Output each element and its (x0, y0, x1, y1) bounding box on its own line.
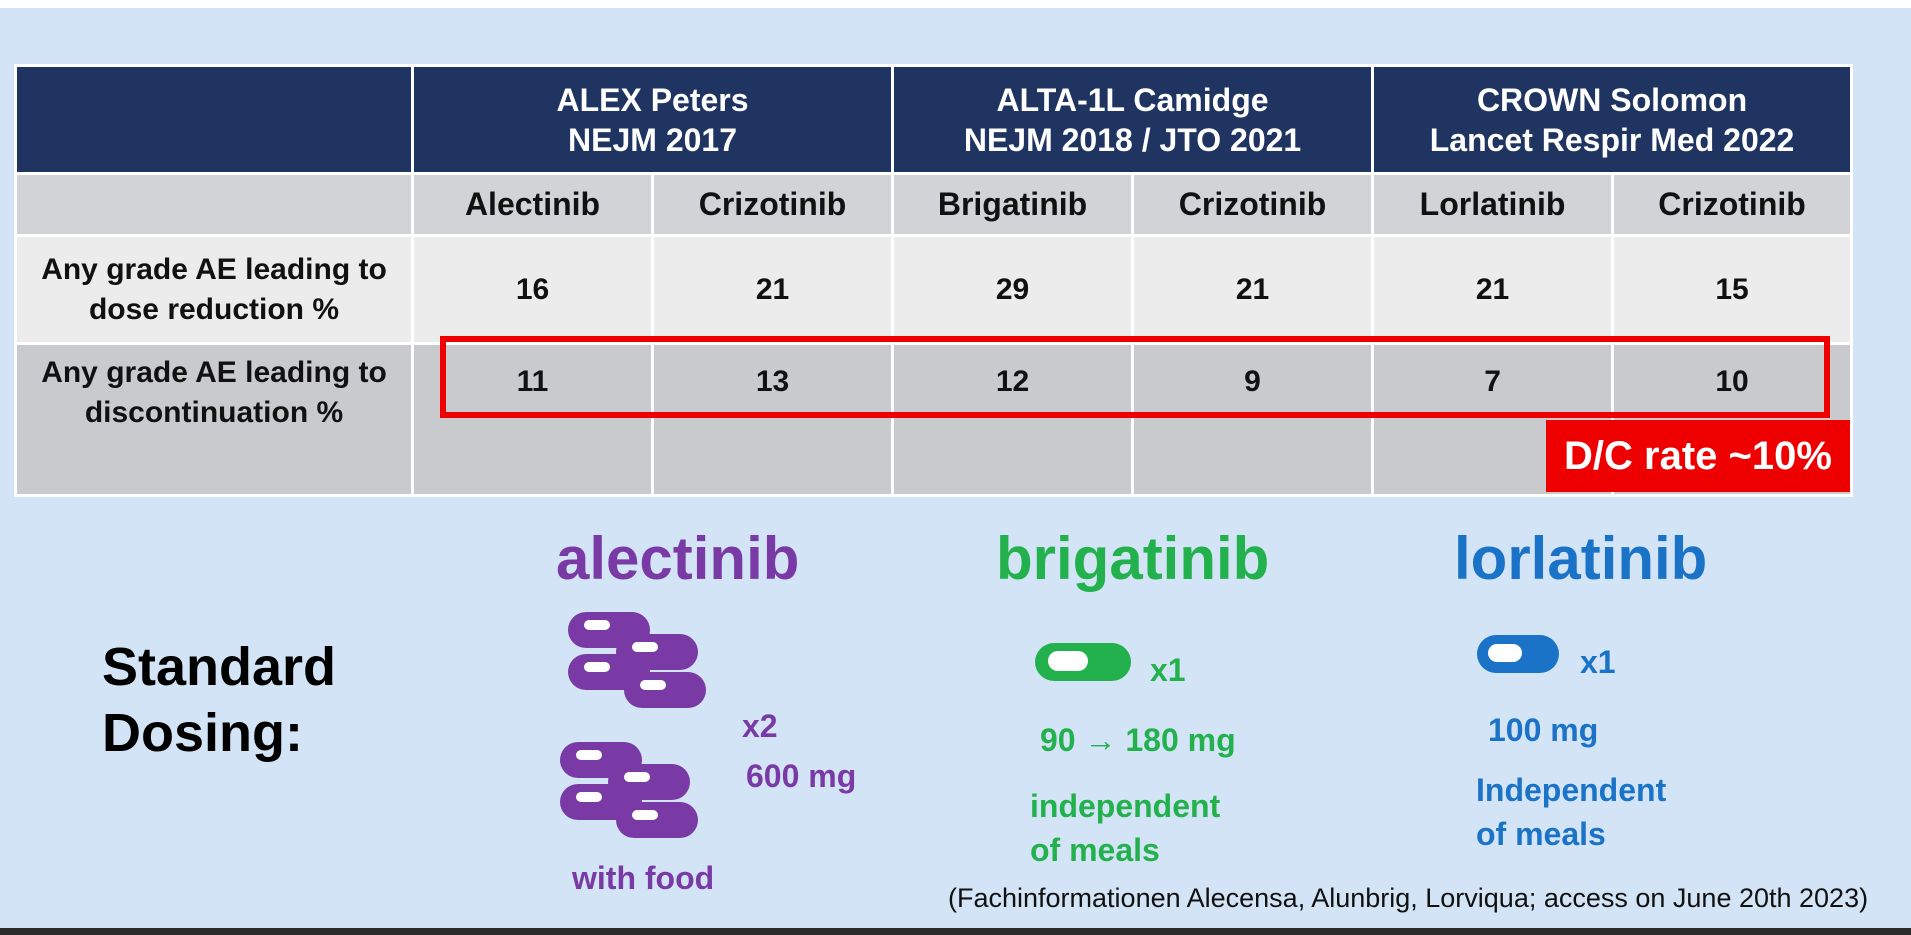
alectinib-note: with food (572, 860, 715, 896)
note-line: of meals (1476, 816, 1606, 852)
table-cell: 21 (1371, 234, 1615, 345)
header-corner (14, 64, 414, 175)
row-label: Any grade AE leading to discontinuation … (14, 342, 414, 497)
drug-name-brigatinib: brigatinib (996, 525, 1270, 592)
table-cell: 21 (1131, 234, 1375, 345)
source-citation: (Fachinformationen Alecensa, Alunbrig, L… (948, 883, 1869, 913)
row-label-line: Any grade AE leading to (41, 356, 387, 389)
table-cell: 21 (650, 234, 895, 345)
trial-name: CROWN Solomon (1476, 81, 1748, 118)
row-label-line: dose reduction % (88, 292, 340, 326)
arm-header-cell: Crizotinib (650, 172, 895, 237)
trial-citation: NEJM 2017 (568, 121, 737, 158)
standard-dosing-line: Dosing: (102, 703, 303, 763)
trial-header-alta-1l: ALTA-1L Camidge NEJM 2018 / JTO 2021 (891, 64, 1375, 175)
table-cell: 7 (1371, 342, 1615, 497)
lorlatinib-note: Independent of meals (1476, 768, 1666, 856)
slide-bottom-bar (0, 928, 1911, 935)
lorlatinib-dose: 100 mg (1488, 712, 1599, 748)
table-cell: 29 (891, 234, 1135, 345)
adverse-event-table: ALEX Peters NEJM 2017 ALTA-1L Camidge NE… (14, 64, 1854, 497)
table-cell: 16 (411, 234, 654, 345)
capsule-icon (568, 612, 706, 708)
note-line: of meals (1030, 832, 1160, 868)
slide-top-bar (0, 0, 1911, 8)
drug-name-alectinib: alectinib (556, 525, 800, 592)
arm-header-cell: Crizotinib (1611, 172, 1854, 237)
alectinib-count: x2 (742, 708, 778, 744)
row-label: Any grade AE leading to dose reduction % (14, 234, 414, 345)
table-cell: 11 (411, 342, 654, 497)
dc-rate-badge: D/C rate ~10% (1546, 420, 1850, 492)
trial-citation: NEJM 2018 / JTO 2021 (963, 121, 1302, 158)
arm-header-row: Alectinib Crizotinib Brigatinib Crizotin… (14, 172, 1854, 237)
brigatinib-dose: 90 → 180 mg (1040, 722, 1236, 758)
lorlatinib-count: x1 (1580, 644, 1616, 680)
trial-header-row: ALEX Peters NEJM 2017 ALTA-1L Camidge NE… (14, 64, 1854, 175)
table-row-discontinuation: Any grade AE leading to discontinuation … (14, 342, 1854, 497)
drug-name-lorlatinib: lorlatinib (1454, 525, 1708, 592)
note-line: Independent (1476, 772, 1667, 808)
arm-header-cell: Lorlatinib (1371, 172, 1615, 237)
row-label-line: discontinuation % (84, 396, 344, 429)
standard-dosing-line: Standard (102, 637, 337, 697)
alectinib-dose: 600 mg (746, 758, 857, 794)
trial-name: ALTA-1L Camidge (996, 81, 1269, 118)
trial-citation: Lancet Respir Med 2022 (1429, 121, 1795, 158)
table-cell: 13 (650, 342, 895, 497)
table-cell: 15 (1611, 234, 1854, 345)
arm-header-cell: Brigatinib (891, 172, 1135, 237)
table-row-dose-reduction: Any grade AE leading to dose reduction %… (14, 234, 1854, 345)
row-label-line: Any grade AE leading to (41, 252, 387, 286)
arm-header-cell: Crizotinib (1131, 172, 1375, 237)
tablet-icon (1035, 643, 1131, 681)
arm-header-corner (14, 172, 414, 237)
standard-dosing-label: Standard Dosing: (102, 634, 336, 766)
table-cell: 12 (891, 342, 1135, 497)
discontinuation-highlight-box (440, 336, 1830, 418)
trial-header-alex: ALEX Peters NEJM 2017 (410, 64, 895, 175)
table-cell: 9 (1131, 342, 1375, 497)
capsule-icon (560, 742, 698, 838)
trial-header-crown: CROWN Solomon Lancet Respir Med 2022 (1371, 64, 1854, 175)
tablet-icon (1477, 635, 1559, 673)
note-line: independent (1030, 788, 1221, 824)
brigatinib-note: independent of meals (1030, 784, 1220, 872)
trial-name: ALEX Peters (556, 81, 749, 118)
arm-header-cell: Alectinib (411, 172, 654, 237)
brigatinib-count: x1 (1150, 652, 1186, 688)
